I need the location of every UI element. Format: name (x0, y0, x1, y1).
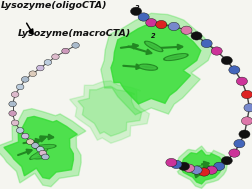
Circle shape (16, 128, 24, 133)
Circle shape (166, 158, 177, 167)
Circle shape (229, 66, 240, 74)
Circle shape (9, 101, 16, 107)
Ellipse shape (164, 54, 188, 60)
Circle shape (11, 120, 19, 126)
Circle shape (191, 166, 202, 174)
Circle shape (181, 26, 192, 34)
Ellipse shape (195, 171, 203, 174)
Polygon shape (111, 23, 201, 104)
Polygon shape (101, 13, 213, 115)
Ellipse shape (139, 64, 158, 70)
Ellipse shape (31, 154, 48, 159)
Circle shape (171, 160, 182, 169)
Circle shape (131, 7, 142, 15)
Circle shape (241, 117, 252, 125)
Ellipse shape (145, 41, 163, 52)
Circle shape (168, 22, 179, 31)
Circle shape (9, 111, 16, 116)
Circle shape (21, 77, 29, 82)
Ellipse shape (33, 155, 47, 158)
Ellipse shape (30, 149, 48, 159)
Circle shape (146, 19, 157, 27)
Polygon shape (182, 150, 223, 184)
Circle shape (199, 168, 210, 176)
Circle shape (229, 149, 240, 157)
Circle shape (178, 162, 190, 170)
Polygon shape (0, 109, 86, 187)
Ellipse shape (31, 149, 46, 158)
Text: Lysozyme(macroCTA): Lysozyme(macroCTA) (18, 29, 131, 38)
Circle shape (191, 32, 202, 40)
Circle shape (211, 47, 222, 55)
Polygon shape (70, 81, 149, 143)
Ellipse shape (146, 42, 161, 51)
Ellipse shape (196, 166, 202, 168)
Circle shape (244, 104, 252, 112)
Circle shape (214, 162, 225, 170)
Text: Lysozyme(oligoCTA): Lysozyme(oligoCTA) (1, 1, 108, 10)
Circle shape (221, 156, 232, 165)
Circle shape (206, 166, 217, 174)
Circle shape (201, 39, 212, 48)
Ellipse shape (36, 145, 54, 148)
Circle shape (32, 143, 39, 148)
Polygon shape (4, 116, 77, 179)
Circle shape (42, 154, 49, 160)
Circle shape (26, 139, 34, 145)
Circle shape (234, 139, 245, 148)
Circle shape (183, 164, 195, 172)
Circle shape (44, 60, 52, 65)
Polygon shape (177, 146, 228, 188)
Circle shape (156, 20, 167, 29)
Circle shape (21, 133, 29, 139)
Ellipse shape (191, 172, 200, 174)
Circle shape (62, 48, 69, 54)
Ellipse shape (166, 55, 186, 60)
Ellipse shape (190, 171, 201, 174)
Circle shape (236, 77, 247, 85)
Circle shape (72, 43, 79, 48)
Circle shape (138, 13, 149, 21)
Text: 2: 2 (135, 5, 139, 11)
Circle shape (241, 90, 252, 99)
Circle shape (37, 65, 44, 71)
Circle shape (239, 130, 250, 138)
Circle shape (37, 146, 44, 152)
Circle shape (39, 150, 47, 156)
Circle shape (52, 54, 59, 60)
Circle shape (11, 92, 19, 97)
Ellipse shape (196, 166, 203, 168)
Polygon shape (78, 86, 142, 136)
Circle shape (29, 71, 37, 77)
Circle shape (16, 84, 24, 90)
Ellipse shape (140, 65, 156, 69)
Circle shape (221, 56, 232, 65)
Ellipse shape (194, 171, 203, 175)
Text: 2: 2 (151, 33, 156, 39)
Ellipse shape (34, 145, 56, 149)
